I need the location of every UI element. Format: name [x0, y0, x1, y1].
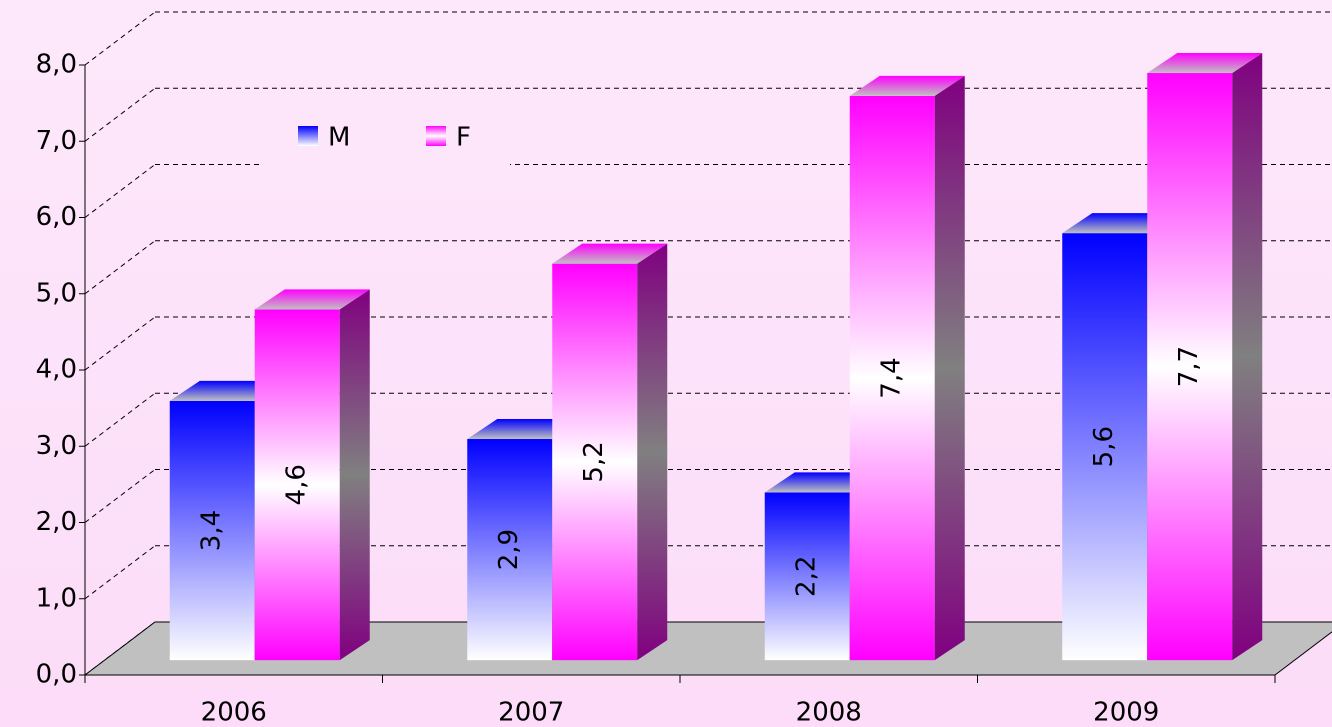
wall-grid-line [84, 87, 156, 142]
wall-grid-line [84, 240, 156, 295]
bar-front [254, 309, 340, 661]
value-label: 7,7 [1174, 346, 1204, 387]
y-tick-label: 5,0 [36, 278, 77, 308]
legend-swatch [426, 126, 446, 146]
bar-front [1062, 233, 1148, 661]
bar-top [552, 243, 668, 264]
bar-front [169, 400, 255, 661]
value-label: 5,6 [1089, 426, 1119, 467]
bar [254, 289, 370, 661]
value-label: 7,4 [877, 357, 907, 398]
y-tick-label: 6,0 [36, 202, 77, 232]
wall-grid-line [84, 545, 156, 600]
legend-swatch [298, 126, 318, 146]
value-label: 5,2 [579, 441, 609, 482]
bar-side [934, 75, 965, 661]
bar-top [254, 289, 370, 310]
y-tick-label: 2,0 [36, 507, 77, 537]
y-tick-label: 1,0 [36, 583, 77, 613]
bar [552, 243, 668, 661]
bar-front [552, 263, 638, 661]
legend-box [260, 105, 510, 175]
wall-grid-line [84, 11, 156, 66]
bar-front [1147, 73, 1233, 661]
x-tick-label: 2009 [1093, 698, 1159, 727]
y-tick-label: 4,0 [36, 355, 77, 385]
bar-side [637, 243, 668, 661]
bar-side [339, 289, 370, 661]
bar-top [849, 75, 965, 96]
value-label: 2,9 [494, 529, 524, 570]
value-label: 3,4 [197, 510, 227, 551]
bar [1147, 53, 1263, 661]
bar-side [1232, 53, 1263, 661]
wall-grid-line [84, 469, 156, 523]
wall-grid-line [84, 316, 156, 371]
y-tick-label: 0,0 [36, 660, 77, 690]
wall-grid-line [84, 392, 156, 447]
bar [849, 75, 965, 661]
legend-label: M [328, 123, 350, 153]
bar-front [764, 492, 850, 661]
floor [83, 621, 1332, 676]
value-label: 4,6 [282, 464, 312, 505]
bar-front [467, 439, 553, 661]
x-tick-label: 2007 [498, 698, 564, 727]
y-tick-label: 8,0 [36, 50, 77, 80]
y-tick-label: 7,0 [36, 126, 77, 156]
bar-top [1147, 53, 1263, 74]
value-label: 2,2 [792, 556, 822, 597]
y-tick-label: 3,0 [36, 431, 77, 461]
x-tick-label: 2006 [201, 698, 267, 727]
bar-front [849, 95, 935, 661]
legend-label: F [456, 123, 471, 153]
x-tick-label: 2008 [796, 698, 862, 727]
wall-grid-line [84, 164, 156, 218]
